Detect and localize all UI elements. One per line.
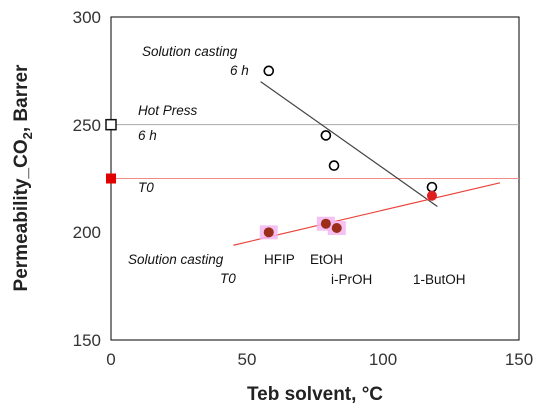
annotation-hot-press-line2: 6 h [138,128,157,143]
reference-marker-open-square [105,118,117,131]
data-point-filled-circle [331,223,342,234]
annotation-solution-casting-t0-line1: Solution casting [128,252,224,267]
annotation-t0-line: T0 [138,180,154,195]
y-axis-title: Permeability_CO2, Barrer [11,64,35,292]
annotation-hot-press-line1: Hot Press [138,103,198,118]
data-point-filled-circle [426,190,437,201]
y-tick-label: 300 [73,8,101,27]
trendline-solution-casting-t0 [233,182,501,246]
x-tick-label: 100 [369,350,397,369]
annotation-solution-casting-t0-line2: T0 [220,271,236,286]
x-tick-label: 150 [505,350,533,369]
trendline-solution-casting-6h [260,81,438,207]
y-tick-label: 250 [73,116,101,135]
annotation-solution-casting-6h-line2: 6 h [230,63,249,78]
y-tick-label: 200 [73,223,101,242]
annotation-solution-casting-6h-line1: Solution casting [142,44,238,59]
y-axis-title-subscript: 2 [20,132,35,139]
data-point-open-circle [328,160,340,171]
data-point-open-circle [426,181,438,193]
y-tick-label: 150 [73,331,101,350]
annotations: Solution casting 6 h Hot Press 6 h T0 So… [128,44,466,287]
marker-layer [105,65,438,238]
data-point-open-circle [263,65,275,77]
y-axis: 300 250 200 150 [73,8,101,350]
data-point-filled-circle [320,218,331,229]
solvent-label-i-proh: i-PrOH [331,272,372,287]
x-tick-label: 50 [238,350,257,369]
data-point-filled-circle [263,227,274,238]
data-point-open-circle [320,130,332,141]
solvent-label-1-butoh: 1-ButOH [413,272,466,287]
reference-marker-filled-square [106,173,116,184]
y-axis-title-main: Permeability_CO [11,139,32,291]
lines-layer [111,81,519,246]
x-tick-label: 0 [106,350,115,369]
x-axis: 0 50 100 150 [106,350,533,369]
solvent-label-etoh: EtOH [310,252,343,267]
x-axis-title: Teb solvent, °C [247,384,383,405]
solvent-label-hfip: HFIP [264,252,295,267]
y-axis-title-rest: , Barrer [11,64,32,132]
